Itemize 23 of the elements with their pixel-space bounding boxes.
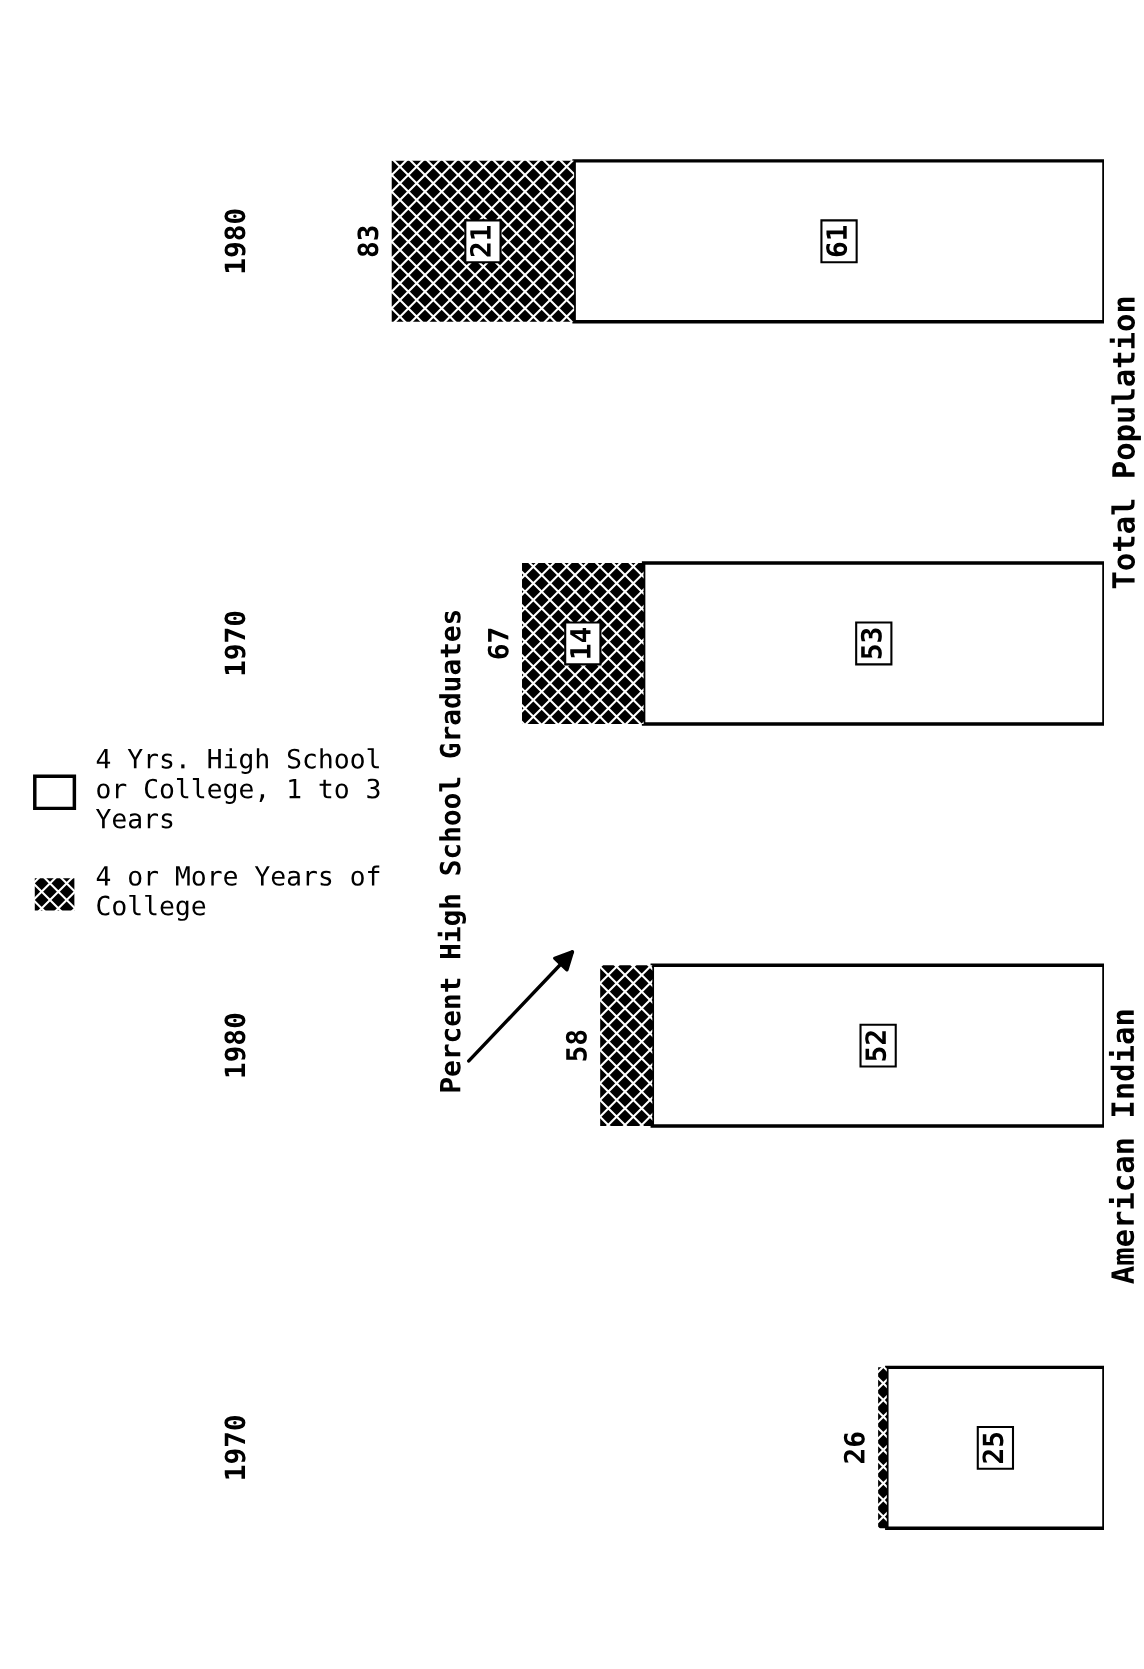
data-label: 53 — [860, 628, 882, 659]
y-tick-label: 1980 — [224, 209, 246, 273]
legend-label: 4 Yrs. High School or College, 1 to 3 Years — [95, 748, 380, 829]
total-label: 83 — [357, 226, 379, 257]
bar — [600, 965, 653, 1127]
text: American Indian — [1108, 1010, 1135, 1284]
data-label: 61 — [826, 225, 848, 257]
legend-label: 4 or More Years of College — [96, 865, 380, 921]
total-label: 67 — [487, 628, 509, 659]
bar — [522, 563, 644, 724]
data-label: 25 — [982, 1432, 1004, 1463]
data-label: 52 — [865, 1031, 887, 1061]
text: Total Population — [1109, 297, 1141, 589]
bar — [878, 1367, 887, 1529]
y-tick-label: 1970 — [224, 1416, 246, 1479]
y-tick-label: 1970 — [224, 611, 246, 675]
total-label: 26 — [843, 1432, 865, 1463]
data-label: 14 — [570, 627, 591, 658]
bar — [391, 160, 575, 322]
data-label: 21 — [469, 225, 491, 257]
y-tick-label: 1980 — [224, 1013, 246, 1077]
annotation: Percent High School Graduates — [437, 610, 467, 1092]
total-label: 58 — [565, 1030, 587, 1061]
